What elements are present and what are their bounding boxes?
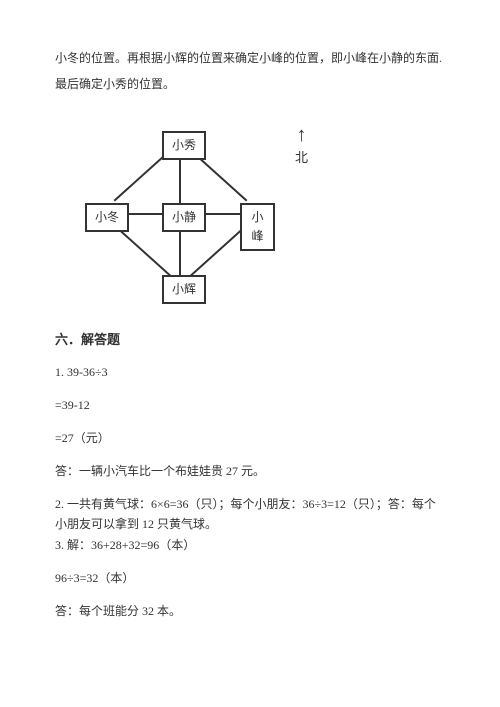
node-bottom: 小辉 <box>162 275 206 304</box>
answer-1-final: 答：一辆小汽车比一个布娃娃贵 27 元。 <box>55 462 445 481</box>
node-center: 小静 <box>162 203 206 232</box>
node-top: 小秀 <box>162 131 206 160</box>
edge-bottom-right <box>187 224 248 279</box>
north-indicator: ↑ 北 <box>295 125 308 169</box>
answer-3-line2: 96÷3=32（本） <box>55 569 445 588</box>
diagram-region: 小秀 小冬 小静 小峰 小辉 ↑ 北 <box>55 123 445 308</box>
section-title: 六．解答题 <box>55 330 445 351</box>
answer-1-line3: =27（元） <box>55 429 445 448</box>
intro-paragraph: 小冬的位置。再根据小辉的位置来确定小峰的位置，即小峰在小静的东面.最后确定小秀的… <box>55 45 445 98</box>
answer-1-line1: 1. 39-36÷3 <box>55 363 445 382</box>
answer-3-line1: 3. 解：36+28+32=96（本） <box>55 536 445 555</box>
position-diagram: 小秀 小冬 小静 小峰 小辉 <box>85 123 275 308</box>
answer-3-final: 答：每个班能分 32 本。 <box>55 602 445 621</box>
north-label: 北 <box>295 148 308 169</box>
node-right: 小峰 <box>240 203 275 251</box>
answer-2: 2. 一共有黄气球：6×6=36（只）；每个小朋友：36÷3=12（只）；答：每… <box>55 495 445 533</box>
answer-1-line2: =39-12 <box>55 396 445 415</box>
node-left: 小冬 <box>85 203 129 232</box>
north-arrow-icon: ↑ <box>297 125 307 145</box>
edge-bottom-left <box>114 224 175 279</box>
